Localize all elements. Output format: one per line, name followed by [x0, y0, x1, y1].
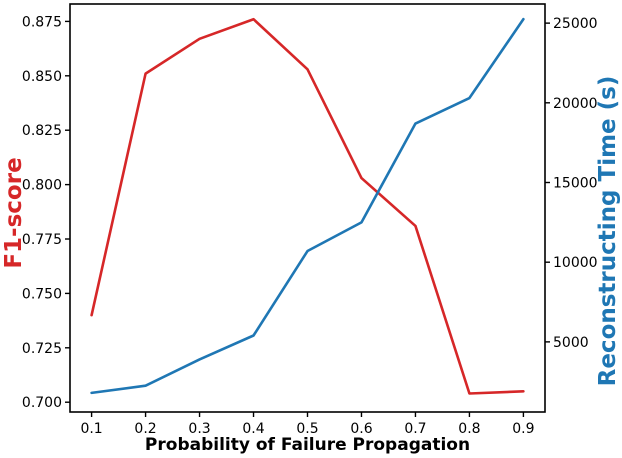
f1-score-line [90, 17, 525, 395]
y-left-tick-label: 0.825 [22, 123, 62, 139]
x-tick-label: 0.1 [80, 421, 102, 437]
x-tick-label: 0.5 [296, 421, 318, 437]
reconstructing-time-line [90, 17, 525, 395]
y-left-tick-label: 0.700 [22, 395, 62, 411]
x-tick-label: 0.3 [188, 421, 210, 437]
y-left-tick-label: 0.875 [22, 14, 62, 30]
y-left-tick-label: 0.850 [22, 69, 62, 85]
y-axis-label-right: Reconstructing Time (s) [595, 75, 621, 387]
y-left-tick-label: 0.750 [22, 286, 62, 302]
x-tick-label: 0.7 [404, 421, 426, 437]
y-right-tick-label: 25000 [553, 16, 598, 32]
y-left-tick-label: 0.775 [22, 232, 62, 248]
x-tick-label: 0.8 [458, 421, 480, 437]
x-tick-label: 0.4 [242, 421, 264, 437]
y-right-tick-label: 10000 [553, 255, 598, 271]
y-right-tick-label: 20000 [553, 96, 598, 112]
y-right-tick-label: 15000 [553, 176, 598, 192]
plot-border [69, 3, 546, 413]
y-axis-label-left: F1-score [1, 157, 27, 269]
x-tick-label: 0.9 [512, 421, 534, 437]
x-axis-label: Probability of Failure Propagation [144, 435, 471, 455]
y-left-tick-label: 0.800 [22, 178, 62, 194]
x-tick-label: 0.6 [350, 421, 372, 437]
y-left-tick-label: 0.725 [22, 341, 62, 357]
y-right-tick-label: 5000 [553, 335, 589, 351]
x-tick-label: 0.2 [134, 421, 156, 437]
